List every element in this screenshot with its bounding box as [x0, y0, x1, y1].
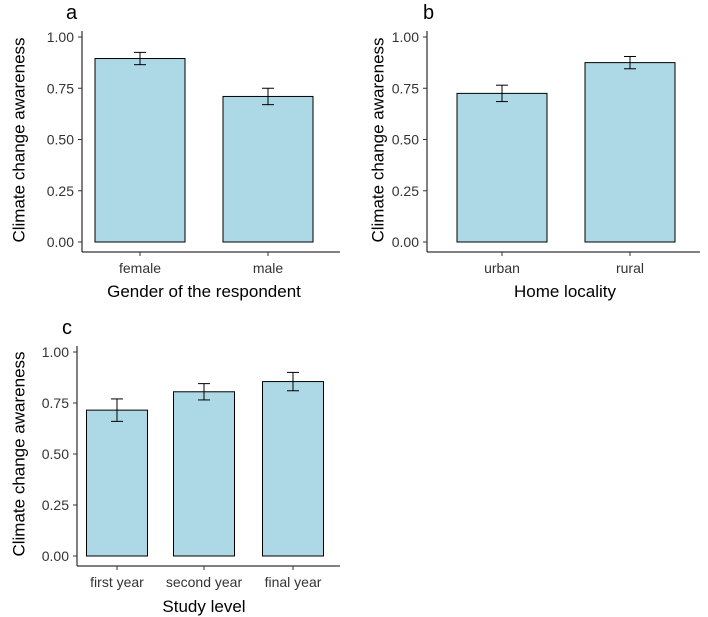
bar-second-year	[173, 391, 235, 557]
y-tick-label: 0.00	[42, 548, 69, 564]
panel-a: a Climate change awareness 0.00 0.25 0.50 0.7…	[10, 2, 340, 301]
y-tick-label: 0.50	[47, 132, 74, 148]
x-tick-label: final year	[265, 574, 322, 590]
y-tick-label: 0.00	[392, 234, 419, 250]
bar-rural	[584, 62, 676, 243]
x-tick-label: first year	[90, 574, 144, 590]
panel-b: b Climate change awareness 0.00 0.25 0.50 0.7…	[369, 2, 700, 301]
x-tick-label: female	[119, 260, 161, 276]
bar-female	[94, 58, 186, 243]
x-tick-label: male	[253, 260, 284, 276]
x-tick-label: urban	[484, 260, 520, 276]
y-tick-label: 0.75	[392, 80, 419, 96]
y-axis-title: Climate change awareness	[369, 37, 388, 242]
panel-letter: a	[66, 2, 78, 24]
y-axis-title: Climate change awareness	[10, 351, 29, 556]
x-tick-label: rural	[616, 260, 644, 276]
panel-c: c Climate change awareness 0.00 0.25 0.50 0.7…	[10, 317, 340, 616]
y-tick-label: 0.00	[47, 234, 74, 250]
y-tick-label: 0.50	[392, 132, 419, 148]
y-tick-label: 1.00	[42, 344, 69, 360]
bar-first-year	[86, 409, 148, 557]
y-tick-label: 0.25	[47, 183, 74, 199]
y-tick-label: 0.25	[392, 183, 419, 199]
y-tick-label: 1.00	[392, 29, 419, 45]
bar-urban	[456, 92, 548, 243]
x-axis-title: Home locality	[514, 282, 617, 301]
y-tick-label: 0.75	[42, 395, 69, 411]
y-tick-label: 0.75	[47, 80, 74, 96]
y-tick-label: 1.00	[47, 29, 74, 45]
x-axis-title: Study level	[162, 597, 245, 616]
bar-final-year	[262, 381, 324, 557]
panel-letter: c	[62, 317, 72, 339]
panel-letter: b	[423, 2, 434, 24]
x-axis-title: Gender of the respondent	[107, 282, 301, 301]
y-tick-label: 0.25	[42, 497, 69, 513]
bar-male	[222, 95, 314, 243]
x-tick-label: second year	[166, 574, 243, 590]
y-tick-label: 0.50	[42, 446, 69, 462]
y-axis-title: Climate change awareness	[10, 37, 29, 242]
